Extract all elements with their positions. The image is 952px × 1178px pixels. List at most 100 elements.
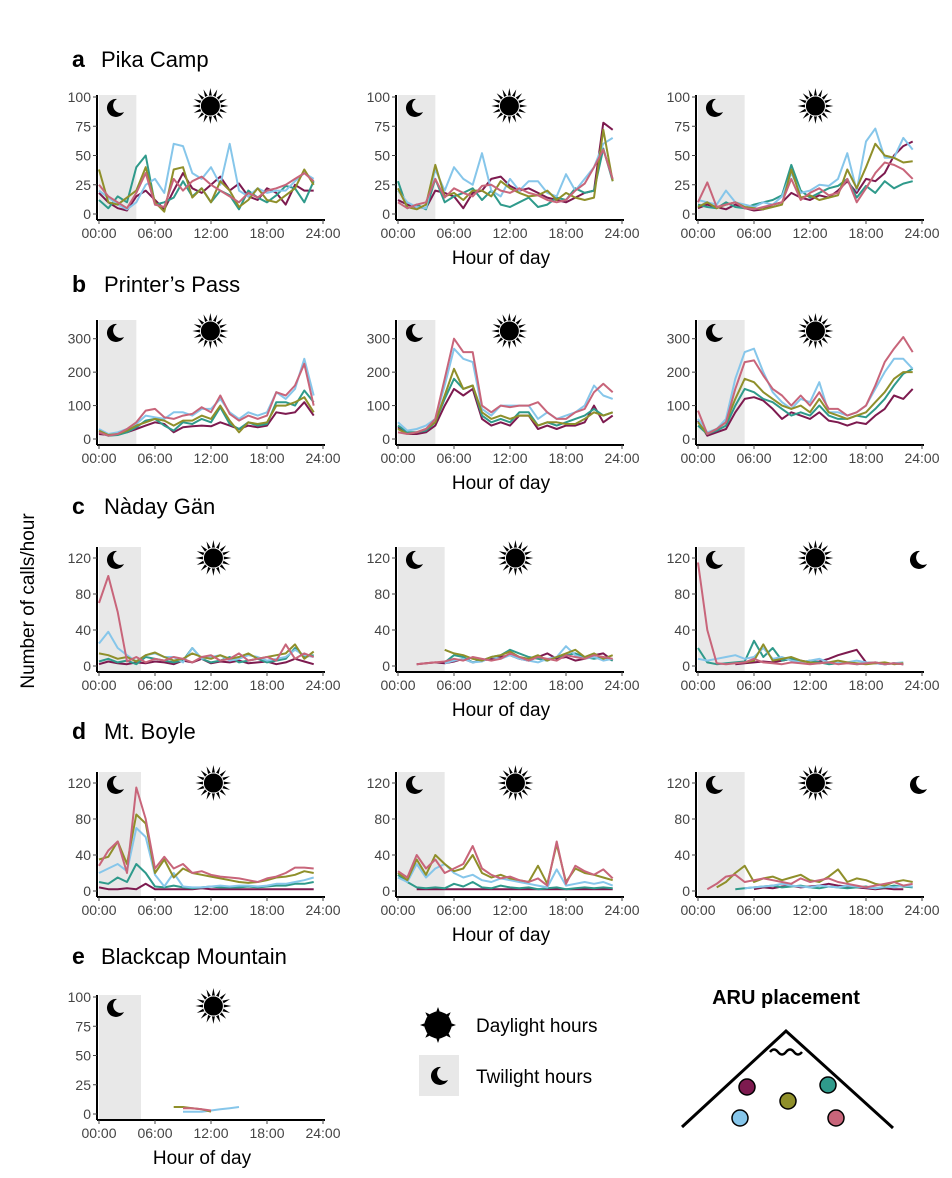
y-tick-label: 25 <box>374 177 390 193</box>
y-tick-label: 0 <box>682 431 690 447</box>
y-tick-label: 80 <box>75 586 91 602</box>
y-tick-label: 80 <box>674 811 690 827</box>
mountain-outline <box>680 1028 895 1130</box>
y-tick-label: 0 <box>83 431 91 447</box>
y-tick-label: 0 <box>682 206 690 222</box>
x-tick-label: 24:00 <box>604 225 639 241</box>
row-a-title: Pika Camp <box>101 47 209 72</box>
series-maroon <box>98 882 314 891</box>
series-olive <box>397 367 614 435</box>
y-tick-label: 40 <box>75 622 91 638</box>
x-tick-label: 18:00 <box>249 450 284 466</box>
aru-placement-diagram: ARU placement <box>680 987 895 1130</box>
daylight-legend-label: Daylight hours <box>476 1016 597 1037</box>
y-tick-label: 0 <box>382 883 390 899</box>
x-tick-label: 24:00 <box>305 902 340 918</box>
y-tick-label: 25 <box>75 1077 91 1093</box>
series-teal <box>98 389 315 437</box>
x-tick-label: 06:00 <box>137 450 172 466</box>
y-tick-label: 80 <box>75 811 91 827</box>
series-olive <box>697 371 913 435</box>
y-tick-label: 120 <box>367 775 391 791</box>
panel-d2: 0 40 80 120 00:00 06:00 12:00 18:00 24:00 Hour of… <box>367 765 640 946</box>
y-tick-label: 100 <box>68 89 92 105</box>
aru-placement-title: ARU placement <box>712 987 860 1009</box>
sun-icon <box>797 540 834 576</box>
x-tick-label: 06:00 <box>137 902 172 918</box>
sun-icon <box>491 88 528 124</box>
series-teal <box>98 647 314 666</box>
x-axis-label: Hour of day <box>153 1148 252 1169</box>
series-olive <box>98 166 315 213</box>
series-rose <box>397 840 614 887</box>
x-tick-label: 24:00 <box>904 225 939 241</box>
series-teal <box>697 367 914 435</box>
panel-c3: 0 40 80 120 00:00 06:00 12:00 18:00 24:00 <box>667 540 940 693</box>
twilight-legend-item: Twilight hours <box>419 1055 592 1096</box>
y-axis-label: Number of calls/hour <box>18 513 39 689</box>
panel-c2: 0 40 80 120 00:00 06:00 12:00 18:00 24:00 Hour of… <box>367 540 640 721</box>
x-tick-label: 06:00 <box>736 225 771 241</box>
x-tick-label: 18:00 <box>249 1125 284 1141</box>
y-tick-label: 100 <box>667 398 691 414</box>
x-tick-label: 12:00 <box>193 450 228 466</box>
y-tick-label: 100 <box>667 89 691 105</box>
series-maroon <box>697 388 914 437</box>
x-tick-label: 24:00 <box>904 902 939 918</box>
y-tick-label: 120 <box>667 775 691 791</box>
series-rose <box>183 1107 212 1112</box>
x-tick-label: 12:00 <box>193 677 228 693</box>
x-tick-label: 00:00 <box>380 450 415 466</box>
row-c-letter: c <box>72 493 85 519</box>
y-tick-label: 80 <box>374 586 390 602</box>
aru-marker-sky <box>731 1109 749 1127</box>
moon-icon <box>405 323 423 342</box>
y-tick-label: 100 <box>367 398 391 414</box>
panel-b1: 0 100 200 300 00:00 06:00 12:00 18:00 24:00 <box>68 313 341 466</box>
y-tick-label: 300 <box>68 331 92 347</box>
series-maroon <box>98 401 315 436</box>
x-tick-label: 18:00 <box>848 450 883 466</box>
panel-c1: 0 40 80 120 00:00 06:00 12:00 18:00 24:00 <box>68 540 341 693</box>
series-olive <box>444 648 614 662</box>
sun-icon <box>797 765 834 801</box>
twilight-legend-swatch <box>419 1055 459 1096</box>
y-tick-label: 0 <box>83 206 91 222</box>
y-tick-label: 40 <box>674 622 690 638</box>
x-tick-label: 18:00 <box>848 902 883 918</box>
y-tick-label: 120 <box>367 550 391 566</box>
x-tick-label: 00:00 <box>380 677 415 693</box>
sun-icon <box>491 313 528 349</box>
y-tick-label: 200 <box>667 364 691 380</box>
y-tick-label: 40 <box>374 622 390 638</box>
aru-marker-maroon <box>738 1078 756 1096</box>
y-tick-label: 75 <box>674 118 690 134</box>
moon-icon <box>405 98 423 117</box>
series-sky <box>98 142 315 211</box>
series-rose <box>98 786 314 883</box>
x-tick-label: 24:00 <box>305 450 340 466</box>
x-tick-label: 24:00 <box>904 677 939 693</box>
x-tick-label: 12:00 <box>792 902 827 918</box>
x-tick-label: 12:00 <box>193 225 228 241</box>
series-rose <box>706 873 913 891</box>
moon-icon <box>430 1066 448 1085</box>
series-rose <box>397 337 614 435</box>
aru-marker-teal <box>819 1076 837 1094</box>
y-tick-label: 50 <box>75 148 91 164</box>
y-tick-label: 75 <box>374 118 390 134</box>
series-sky <box>98 827 314 889</box>
series-maroon <box>397 121 614 210</box>
y-tick-label: 0 <box>682 658 690 674</box>
y-tick-label: 300 <box>667 331 691 347</box>
x-tick-label: 18:00 <box>249 225 284 241</box>
sun-icon <box>420 1007 456 1043</box>
aru-marker-rose <box>827 1109 845 1127</box>
daylight-legend-item: Daylight hours <box>420 1007 597 1043</box>
x-tick-label: 12:00 <box>193 902 228 918</box>
row-d-letter: d <box>72 718 86 744</box>
row-e-letter: e <box>72 943 85 969</box>
y-tick-label: 75 <box>75 1018 91 1034</box>
y-tick-label: 100 <box>68 989 92 1005</box>
